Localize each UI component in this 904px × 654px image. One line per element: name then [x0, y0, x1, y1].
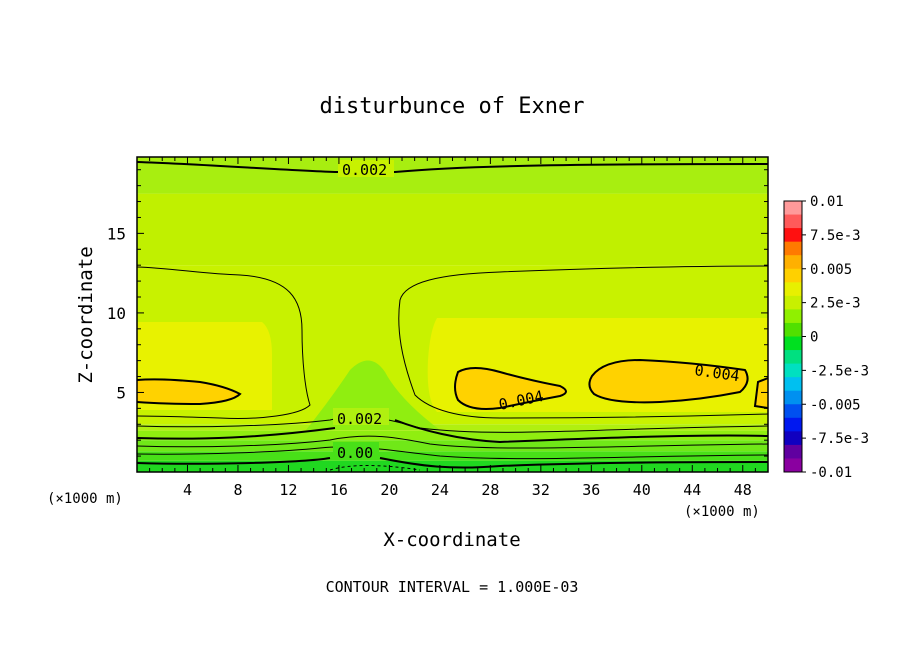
x-tick-label: 32	[532, 481, 550, 499]
x-tick-label: 36	[582, 481, 600, 499]
contour-line-thin-right	[398, 265, 768, 419]
colorbar-swatch	[784, 322, 802, 337]
colorbar-swatch	[784, 431, 802, 446]
colorbar-swatch	[784, 444, 802, 459]
x-tick-labels: 4 8 12 16 20 24 28 32 36 40 44 48	[183, 481, 752, 499]
colorbar-swatch	[784, 404, 802, 419]
colorbar-swatch	[784, 458, 802, 473]
x-unit-right: (×1000 m)	[684, 504, 760, 520]
contour-ring-left	[137, 378, 242, 406]
contour-line-thin-left	[137, 266, 311, 419]
value-band-6	[137, 193, 768, 266]
chart-title: disturbunce of Exner	[320, 94, 585, 119]
y-tick-labels: 5 10 15	[107, 224, 126, 402]
x-tick-label: 4	[183, 481, 192, 499]
x-tick-label: 16	[330, 481, 348, 499]
contour-line-negative	[329, 465, 421, 471]
colorbar-swatch	[784, 201, 802, 216]
contour-line-low-1	[137, 415, 768, 433]
x-tick-label: 12	[279, 481, 297, 499]
colorbar-swatch	[784, 390, 802, 405]
colorbar-swatch	[784, 309, 802, 324]
y-tick-label: 15	[107, 224, 126, 243]
colorbar-swatch	[784, 228, 802, 243]
axis-ticks	[137, 157, 768, 472]
colorbar	[783, 200, 803, 473]
x-tick-label: 40	[633, 481, 651, 499]
colorbar-label: 7.5e-3	[810, 228, 861, 244]
x-tick-label: 8	[233, 481, 242, 499]
colorbar-label: -2.5e-3	[810, 363, 869, 379]
contour-label-mid: 0.002	[337, 410, 382, 428]
colorbar-swatch	[784, 350, 802, 365]
y-axis-label: Z-coordinate	[75, 246, 97, 383]
y-tick-label: 10	[107, 304, 126, 323]
x-tick-label: 48	[734, 481, 752, 499]
orange-blob-right	[589, 360, 748, 403]
contour-ring-center	[454, 367, 567, 410]
colorbar-swatch	[784, 214, 802, 229]
colorbar-label: 0.005	[810, 262, 852, 278]
contour-line-low-4	[137, 446, 768, 460]
colorbar-swatch	[784, 268, 802, 283]
colorbar-labels: 0.01 7.5e-3 0.005 2.5e-3 0 -2.5e-3 -0.005 -7.5e…	[802, 194, 869, 481]
contour-ring-edge	[753, 377, 768, 409]
value-band-1	[137, 451, 768, 461]
contour-interval-footer: CONTOUR INTERVAL = 1.000E-03	[326, 578, 579, 596]
value-band-7	[137, 157, 768, 194]
contour-label-zero: 0.00	[337, 444, 373, 462]
colorbar-swatch	[784, 282, 802, 297]
x-tick-label: 28	[481, 481, 499, 499]
contour-line-zero	[137, 457, 768, 469]
colorbar-label: -0.01	[810, 465, 852, 481]
colorbar-swatch	[784, 377, 802, 392]
colorbar-swatch	[784, 417, 802, 432]
orange-blob-center	[455, 368, 566, 409]
value-bands	[137, 157, 768, 472]
contour-ring-right	[588, 358, 749, 404]
colorbar-swatch	[784, 336, 802, 351]
x-tick-label: 20	[380, 481, 398, 499]
x-tick-label: 44	[683, 481, 701, 499]
contour-line-top	[137, 161, 768, 173]
y-tick-label: 5	[116, 383, 126, 402]
contour-line-low-3	[137, 435, 768, 449]
plot-area	[137, 157, 768, 472]
colorbar-swatch	[784, 295, 802, 310]
colorbar-label: -7.5e-3	[810, 431, 869, 447]
contour-labels: 0.002 0.002 0.00 0.004 0.004	[333, 160, 741, 462]
x-tick-label: 24	[431, 481, 449, 499]
colorbar-swatch	[784, 363, 802, 378]
value-band-4	[137, 424, 768, 431]
x-unit-left: (×1000 m)	[47, 491, 123, 507]
colorbar-swatch	[784, 241, 802, 256]
contour-label-top: 0.002	[342, 161, 387, 179]
colorbar-label: 2.5e-3	[810, 296, 861, 312]
contour-line-low-2	[137, 419, 768, 444]
colorbar-label: -0.005	[810, 397, 861, 413]
colorbar-label: 0	[810, 330, 818, 346]
colorbar-label: 0.01	[810, 194, 844, 210]
x-axis-label: X-coordinate	[383, 529, 520, 551]
colorbar-swatch	[784, 255, 802, 270]
